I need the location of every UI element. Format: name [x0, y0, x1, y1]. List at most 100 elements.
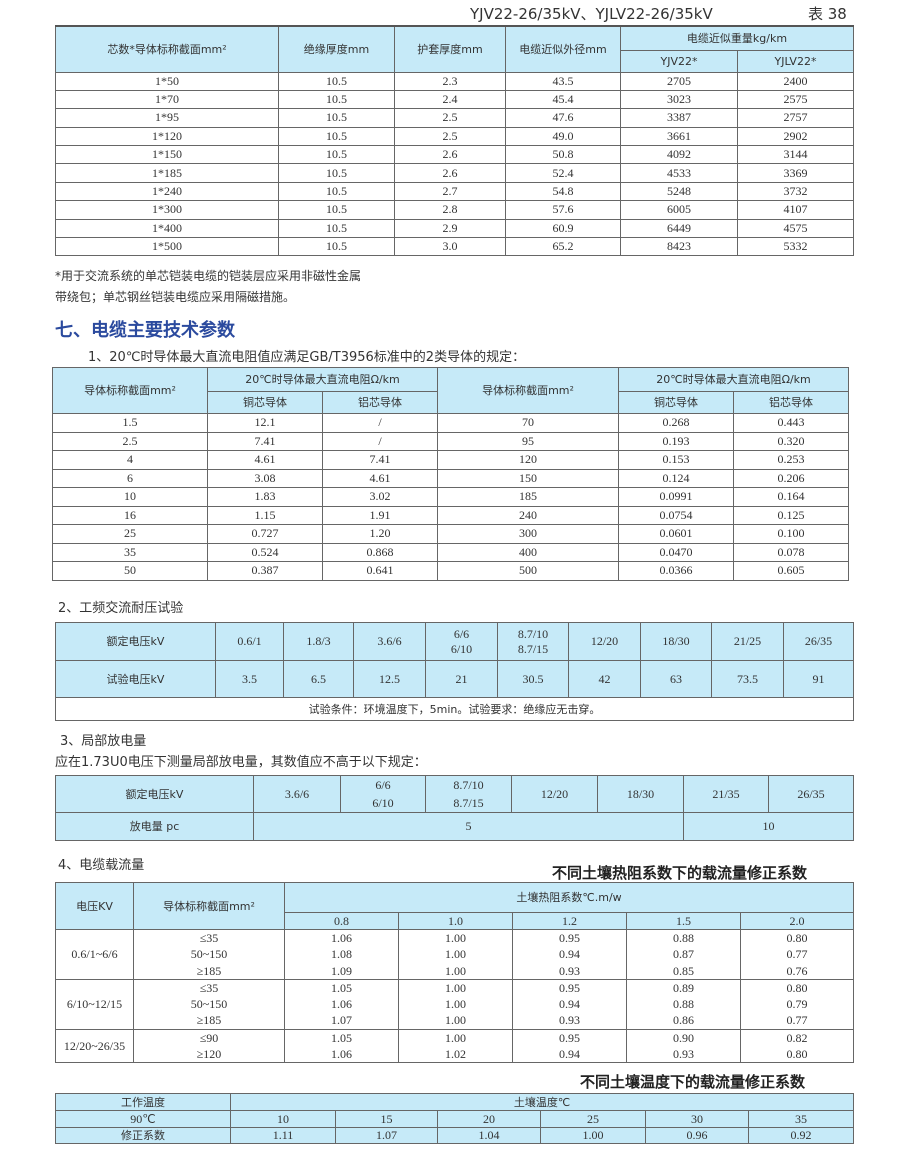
- soil-temperature-table: 工作温度 土壤温度℃ 90℃ 10 15 20 25 30 35 修正系数 1.11 1.07 1.04…: [55, 1093, 855, 1144]
- table-cell: 3.6/6: [253, 775, 341, 813]
- resistance-table: 导体标称截面mm² 20℃时导体最大直流电阻Ω/km 导体标称截面mm² 20℃时导体…: [52, 367, 849, 581]
- header-cell: 铝芯导体: [322, 391, 438, 414]
- table-cell: 0.89 0.88 0.86: [626, 978, 741, 1030]
- thermal-resistivity-table: 电压KV 导体标称截面mm² 土壤热阻系数℃.m/w 0.8 1.0 1.2 1.5 2.0 0…: [55, 882, 855, 1064]
- table-cell: 1.00 1.00 1.00: [398, 978, 513, 1030]
- table-row: 1*95 10.5 2.5 47.6 3387 2757: [55, 108, 854, 128]
- table-cell: 1.0: [398, 912, 513, 930]
- table-cell: 2.0: [739, 912, 855, 930]
- header-cell: 20℃时导体最大直流电阻Ω/km: [207, 367, 438, 392]
- table-number: 表 38: [808, 5, 847, 23]
- table-cell: 0.253: [733, 450, 849, 470]
- table-cell: 0.0601: [618, 524, 734, 544]
- table-cell: 4.61: [322, 468, 438, 488]
- table-cell: 0.100: [733, 524, 849, 544]
- table-cell: 0.95 0.94: [512, 1028, 627, 1064]
- header-cell: 导体标称截面mm²: [437, 367, 619, 414]
- table-row: 电压KV 导体标称截面mm² 土壤热阻系数℃.m/w: [55, 882, 855, 930]
- table-cell: 95: [437, 431, 619, 451]
- table-cell: 57.6: [505, 200, 621, 220]
- table-cell: 2.5: [394, 108, 506, 128]
- table-cell: 2.9: [394, 218, 506, 239]
- subsection-title-4: 4、电缆载流量: [58, 858, 145, 873]
- table-cell: 3387: [620, 108, 738, 128]
- table-cell: 0.641: [322, 561, 438, 581]
- table-row: 0.6/1~6/6 ≤35 50~150 ≥185 1.06 1.08 1.09 1.…: [55, 929, 855, 980]
- voltage-cell: 12/20~26/35: [55, 1028, 134, 1064]
- table-row: 1*300 10.5 2.8 57.6 6005 4107: [55, 200, 854, 220]
- table-cell: 1*150: [55, 145, 279, 165]
- table-cell: 90℃: [55, 1110, 231, 1128]
- table-cell: 0.88 0.87 0.85: [626, 929, 741, 980]
- table-title-temperature: 不同土壤温度下的载流量修正系数: [580, 1073, 806, 1091]
- table-cell: 5332: [737, 237, 854, 257]
- table-cell: 0.125: [733, 505, 849, 525]
- table-cell: 240: [437, 505, 619, 525]
- table-cell: 0.868: [322, 542, 438, 562]
- header-cell: 铝芯导体: [733, 391, 849, 414]
- table-cell: 60.9: [505, 218, 621, 239]
- table-cell: 0.6/1: [215, 622, 284, 661]
- table-cell: 7.41: [207, 431, 323, 451]
- table-cell: 7.41: [322, 450, 438, 470]
- table-cell: 50: [52, 561, 208, 581]
- table-cell: 91: [783, 660, 854, 698]
- table-cell: 65.2: [505, 237, 621, 257]
- table-cell: 2.6: [394, 163, 506, 183]
- table-cell: 1.91: [322, 505, 438, 525]
- table-cell: 0.0366: [618, 561, 734, 581]
- header-cell: 工作温度: [55, 1093, 231, 1111]
- section-cell: ≤35 50~150 ≥185: [133, 929, 285, 980]
- table-cell: 1.05 1.06 1.07: [284, 978, 399, 1030]
- table-cell: 6449: [620, 218, 738, 239]
- note-line: *用于交流系统的单芯铠装电缆的铠装层应采用非磁性金属: [55, 269, 362, 283]
- section-cell: ≤90 ≥120: [133, 1028, 285, 1064]
- table-row: 1*240 10.5 2.7 54.8 5248 3732: [55, 181, 854, 202]
- table-cell: 21/25: [711, 622, 784, 661]
- table-cell: 3.02: [322, 487, 438, 507]
- header-cell: 绝缘厚度mm: [278, 25, 395, 73]
- table-cell: 0.443: [733, 413, 849, 433]
- table-cell: 2.5: [394, 126, 506, 147]
- table-cell: 1.00 1.00 1.00: [398, 929, 513, 980]
- subsection-desc-3: 应在1.73U0电压下测量局部放电量，其数值应不高于以下规定：: [55, 755, 427, 770]
- table-title-thermal: 不同土壤热阻系数下的载流量修正系数: [552, 864, 808, 882]
- table-cell: 1.11: [230, 1127, 336, 1144]
- table-cell: 18/30: [640, 622, 712, 661]
- header-cell: 土壤热阻系数℃.m/w: [283, 882, 855, 913]
- table-cell: 3.08: [207, 468, 323, 488]
- table-cell: 3.6/6: [353, 622, 426, 661]
- table-cell: 1.2: [512, 912, 627, 930]
- table-cell: 8423: [620, 237, 738, 257]
- row-label: 额定电压kV: [55, 775, 254, 813]
- header-cell: 20℃时导体最大直流电阻Ω/km: [618, 367, 849, 392]
- table-cell: 0.96: [645, 1127, 749, 1144]
- table-cell: 2705: [620, 71, 738, 91]
- table-cell: 12/20: [568, 622, 641, 661]
- table-cell: 185: [437, 487, 619, 507]
- table-cell: 1*95: [55, 108, 279, 128]
- table-cell: 3732: [737, 181, 854, 202]
- table-cell: 2757: [737, 108, 854, 128]
- table-cell: 0.80 0.79 0.77: [739, 978, 855, 1030]
- table-cell: 25: [540, 1110, 646, 1128]
- table-cell: 0.0754: [618, 505, 734, 525]
- table-cell: 10.5: [278, 237, 395, 257]
- table-cell: 15: [335, 1110, 438, 1128]
- header-cell: 电缆近似外径mm: [505, 25, 621, 73]
- table-row: 1*500 10.5 3.0 65.2 8423 5332: [55, 237, 854, 257]
- table-cell: 1*240: [55, 181, 279, 202]
- table-cell: 0.320: [733, 431, 849, 451]
- table-cell: 3661: [620, 126, 738, 147]
- table-cell: 45.4: [505, 89, 621, 110]
- table-cell: 6/6 6/10: [425, 622, 498, 661]
- table-cell: 6: [52, 468, 208, 488]
- table-row: 放电量 pc 5 10: [55, 812, 854, 841]
- table-cell: 4.61: [207, 450, 323, 470]
- table-cell: 0.164: [733, 487, 849, 507]
- header-cell: YJV22*: [620, 49, 738, 73]
- table-cell: 49.0: [505, 126, 621, 147]
- table-cell: 30.5: [497, 660, 569, 698]
- table-cell: 0.0470: [618, 542, 734, 562]
